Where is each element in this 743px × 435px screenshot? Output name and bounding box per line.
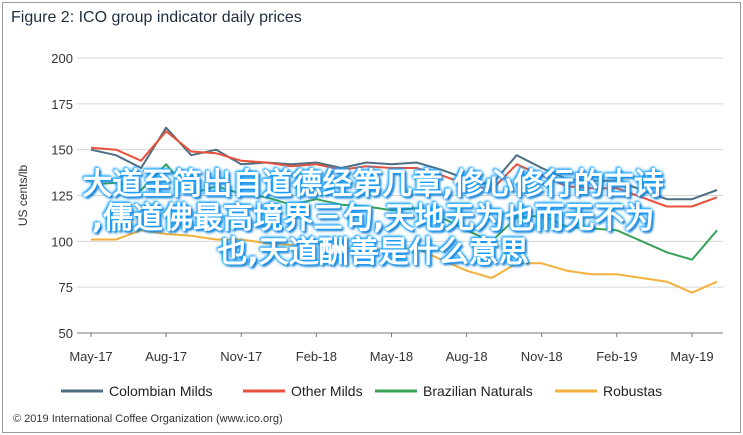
y-tick-label: 100 [51, 234, 73, 249]
overlay-line-2: ,儒道佛最高境界三句,天地无为也而无不为 [91, 201, 655, 236]
x-tick-label: May-17 [69, 349, 112, 364]
y-tick-label: 150 [51, 143, 73, 158]
overlay-caption: 大道至简出自道德经第几章,修心修行的古诗 ,儒道佛最高境界三句,天地无为也而无不… [23, 168, 723, 270]
overlay-line-3: 也,天道酬善是什么意思 [217, 235, 529, 270]
legend-label: Colombian Milds [109, 383, 212, 399]
series-line-other-milds [90, 130, 718, 208]
x-tick-label: Nov-18 [521, 349, 563, 364]
y-tick-label: 50 [59, 326, 73, 341]
y-tick-label: 75 [59, 280, 73, 295]
x-tick-label: Aug-18 [446, 349, 488, 364]
overlay-line-1: 大道至简出自道德经第几章,修心修行的古诗 [82, 167, 664, 202]
chart-title: Figure 2: ICO group indicator daily pric… [11, 9, 302, 26]
legend-label: Robustas [603, 383, 662, 399]
y-tick-label: 175 [51, 97, 73, 112]
y-tick-label: 200 [51, 51, 73, 66]
legend-label: Other Milds [291, 383, 363, 399]
line-chart: 50 75 100 125 150 175 200 May-17 Aug-17 Nov-17 Feb… [16, 51, 723, 399]
x-tick-label: May-18 [370, 349, 413, 364]
x-tick-label: May-19 [670, 349, 713, 364]
x-tick-label: Feb-19 [596, 349, 637, 364]
legend-label: Brazilian Naturals [423, 383, 533, 399]
y-axis-label: US cents/lb [16, 164, 30, 226]
copyright-credit: © 2019 International Coffee Organization… [13, 413, 283, 425]
x-tick-label: Feb-18 [296, 349, 337, 364]
y-tick-label: 125 [51, 189, 73, 204]
x-tick-label: Nov-17 [220, 349, 262, 364]
series-line-colombian-milds [90, 126, 718, 201]
series-line-robustas [91, 229, 718, 294]
series-line-brazilian-naturals [90, 163, 718, 261]
x-tick-label: Aug-17 [145, 349, 187, 364]
